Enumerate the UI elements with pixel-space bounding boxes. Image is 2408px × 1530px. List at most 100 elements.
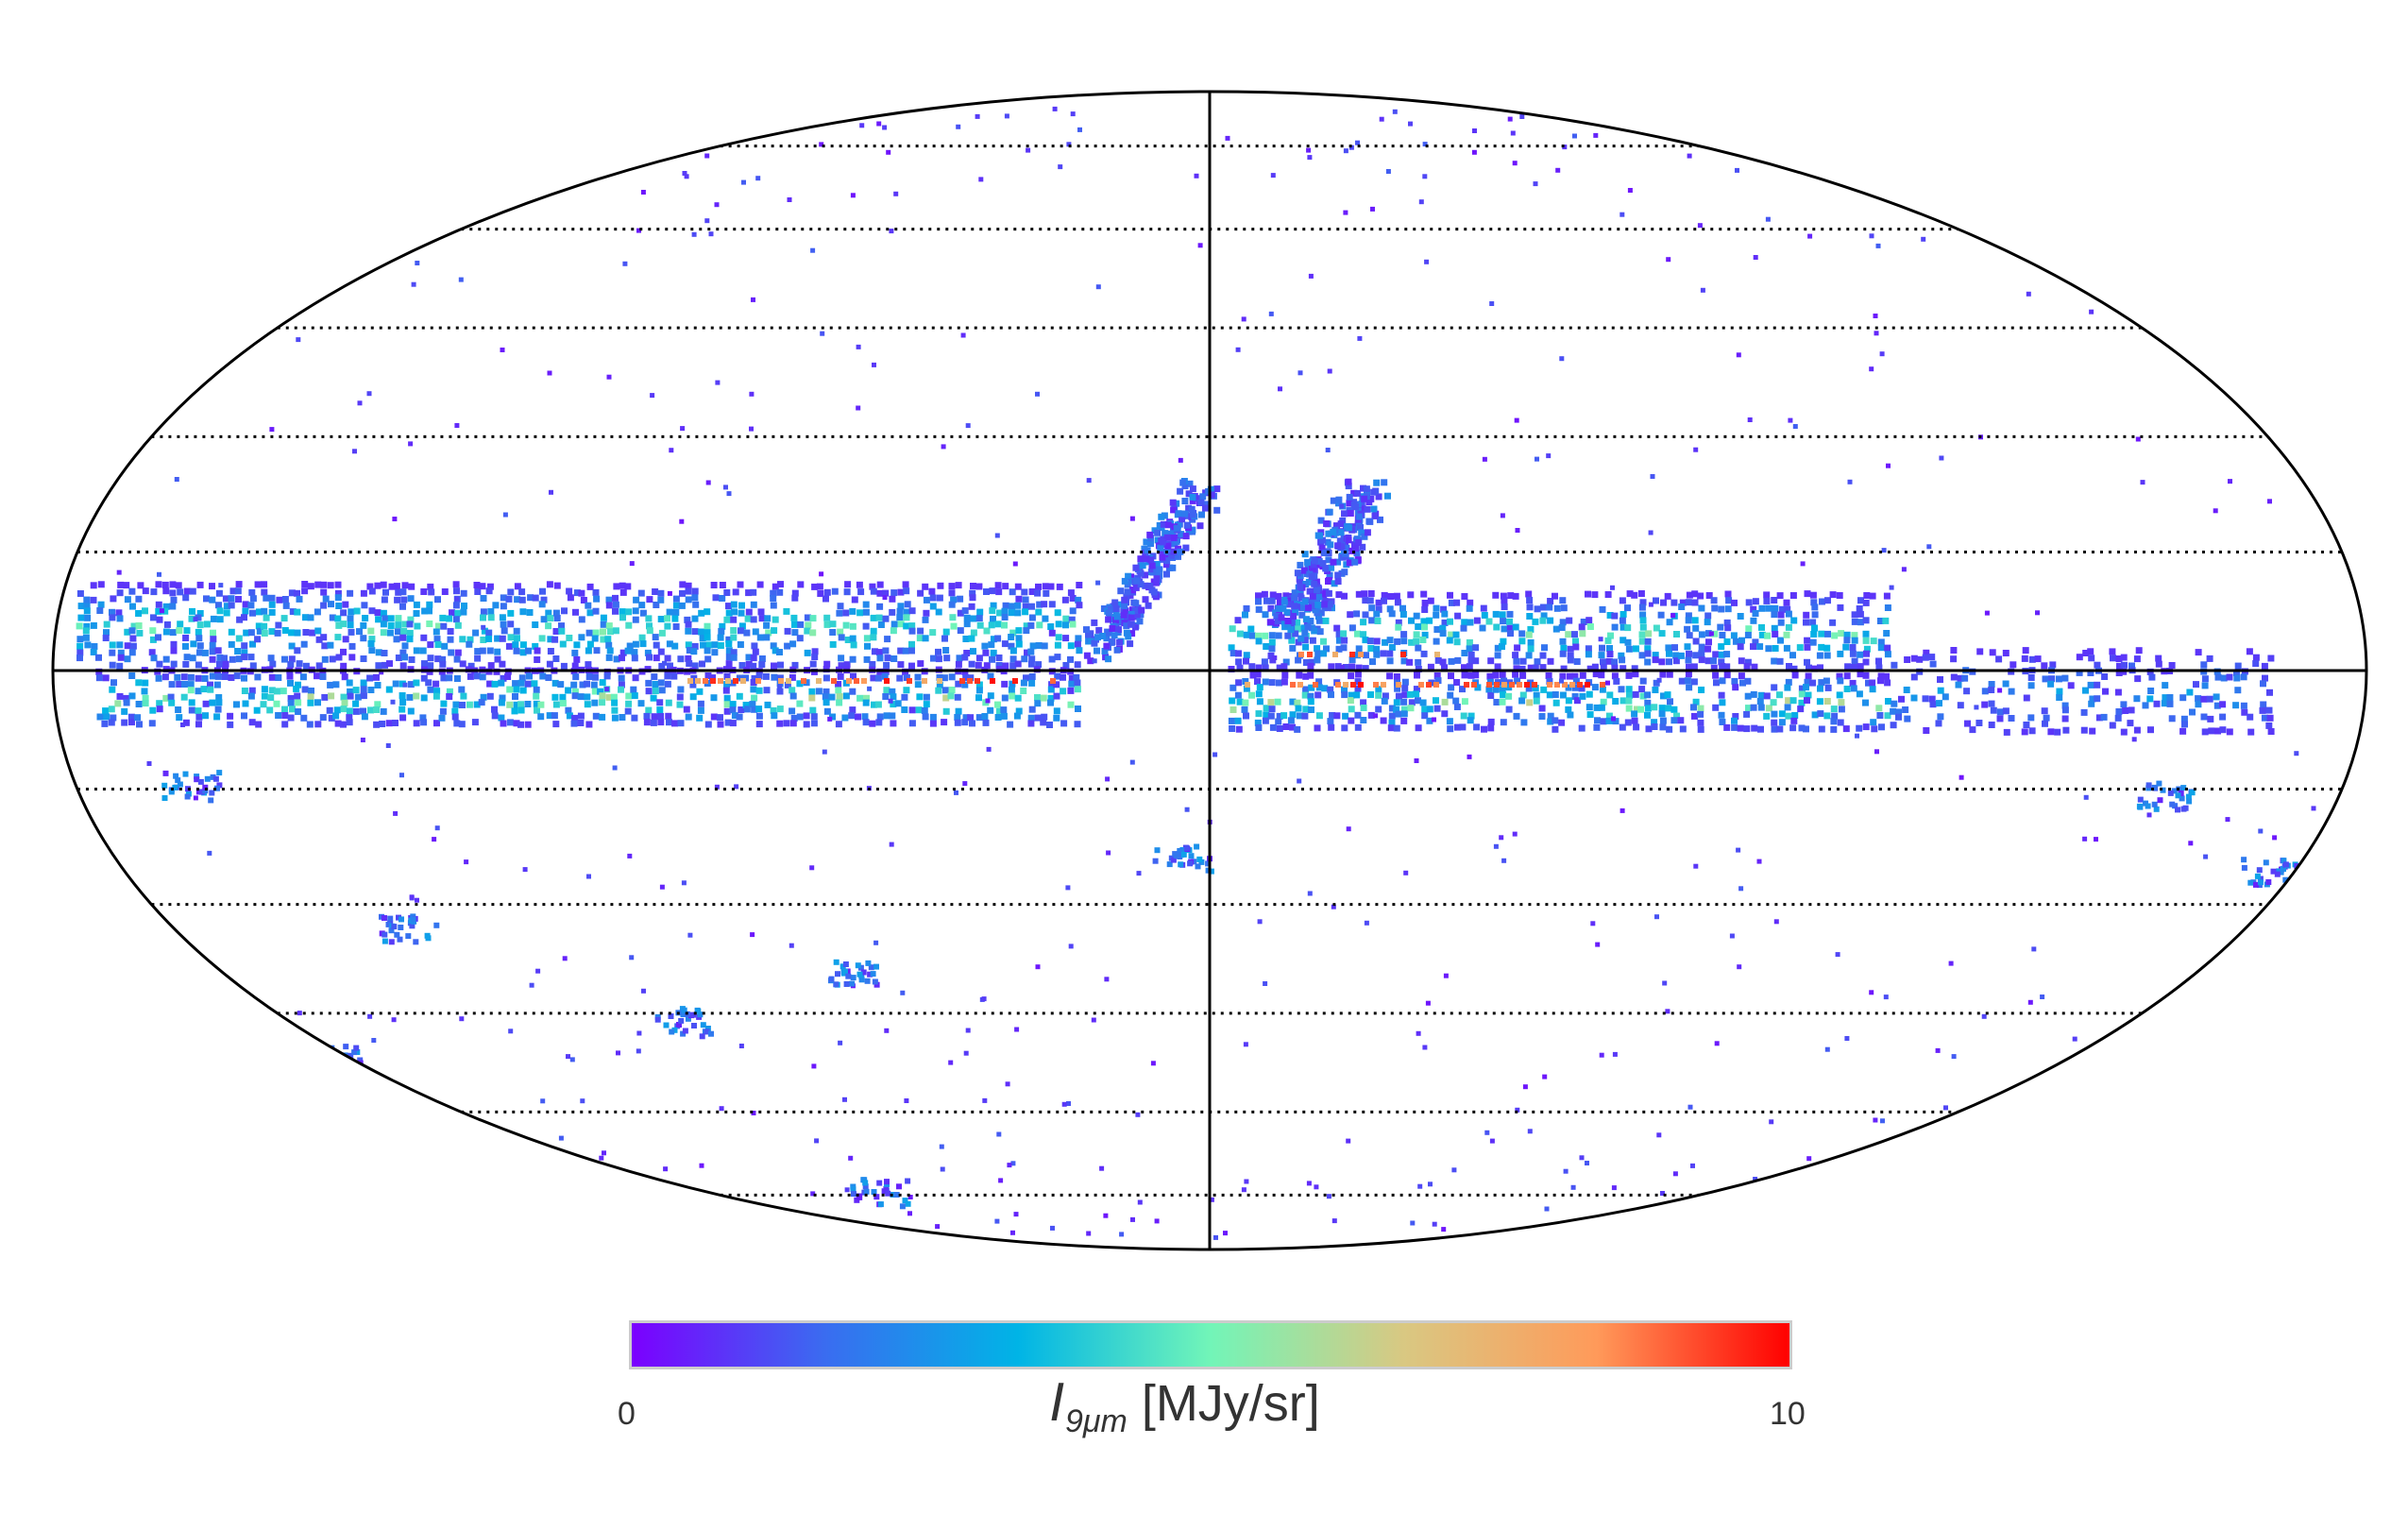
emission-pixel xyxy=(1375,605,1382,613)
emission-pixel xyxy=(755,678,761,684)
emission-pixel xyxy=(1804,643,1811,651)
emission-pixel xyxy=(545,674,552,681)
emission-pixel xyxy=(664,680,671,688)
emission-pixel xyxy=(1343,682,1348,688)
emission-pixel xyxy=(1666,671,1673,678)
emission-pixel xyxy=(512,641,519,649)
emission-pixel xyxy=(2061,706,2069,714)
emission-pixel xyxy=(1527,1129,1533,1134)
emission-pixel xyxy=(640,190,646,195)
emission-pixel xyxy=(408,583,415,590)
emission-pixel xyxy=(452,581,460,588)
emission-pixel xyxy=(552,628,560,635)
emission-pixel xyxy=(82,634,90,641)
emission-pixel xyxy=(328,601,334,608)
emission-pixel xyxy=(961,719,969,726)
emission-pixel xyxy=(836,693,843,700)
emission-pixel xyxy=(717,634,724,641)
emission-pixel xyxy=(1333,522,1340,530)
emission-pixel xyxy=(103,620,110,628)
emission-pixel xyxy=(653,654,660,662)
emission-pixel xyxy=(842,1096,847,1102)
emission-pixel xyxy=(580,597,587,604)
emission-pixel xyxy=(1747,417,1753,422)
emission-pixel xyxy=(1015,640,1023,648)
emission-pixel xyxy=(367,687,375,693)
emission-pixel xyxy=(1723,672,1731,679)
emission-pixel xyxy=(672,609,680,616)
emission-pixel xyxy=(1926,544,1932,550)
emission-pixel xyxy=(406,629,414,637)
emission-pixel xyxy=(975,654,983,662)
emission-pixel xyxy=(1335,500,1342,507)
emission-pixel xyxy=(2266,714,2274,722)
emission-pixel xyxy=(1539,604,1547,611)
emission-pixel xyxy=(1686,591,1693,599)
emission-pixel xyxy=(585,673,593,680)
emission-pixel xyxy=(340,693,348,701)
emission-pixel xyxy=(856,405,861,411)
emission-pixel xyxy=(235,581,243,588)
emission-pixel xyxy=(2041,662,2048,670)
emission-pixel xyxy=(195,674,202,682)
emission-pixel xyxy=(704,1028,710,1035)
emission-pixel xyxy=(426,601,433,608)
emission-pixel xyxy=(1712,704,1720,711)
emission-pixel xyxy=(261,622,268,630)
emission-pixel xyxy=(890,655,898,662)
emission-pixel xyxy=(1304,623,1312,631)
emission-pixel xyxy=(902,1198,908,1204)
emission-pixel xyxy=(1997,688,2003,693)
emission-pixel xyxy=(1461,619,1468,626)
emission-pixel xyxy=(874,674,882,682)
emission-pixel xyxy=(1624,604,1631,612)
emission-pixel xyxy=(1619,697,1627,705)
emission-pixel xyxy=(1428,1182,1433,1187)
emission-pixel xyxy=(1804,637,1811,644)
emission-pixel xyxy=(487,614,495,621)
emission-pixel xyxy=(1243,631,1250,638)
emission-pixel xyxy=(1353,610,1361,618)
emission-pixel xyxy=(1618,652,1625,659)
emission-pixel xyxy=(1501,682,1507,688)
emission-pixel xyxy=(1297,577,1304,585)
emission-pixel xyxy=(1228,644,1235,652)
emission-pixel xyxy=(395,615,402,622)
emission-pixel xyxy=(1244,1179,1249,1184)
emission-pixel xyxy=(334,720,342,727)
emission-pixel xyxy=(161,782,168,789)
emission-pixel xyxy=(1586,690,1593,698)
emission-pixel xyxy=(340,706,348,713)
emission-pixel xyxy=(1334,542,1342,550)
emission-pixel xyxy=(1466,663,1473,671)
emission-pixel xyxy=(975,615,983,622)
emission-pixel xyxy=(1837,650,1844,657)
emission-pixel xyxy=(1481,612,1488,619)
emission-pixel xyxy=(1737,724,1744,732)
emission-pixel xyxy=(843,981,850,987)
emission-pixel xyxy=(329,655,336,663)
emission-pixel xyxy=(2189,708,2196,716)
emission-pixel xyxy=(897,603,905,610)
emission-pixel xyxy=(749,701,756,708)
emission-pixel xyxy=(1027,720,1035,727)
emission-pixel xyxy=(109,614,116,621)
emission-pixel xyxy=(181,681,188,688)
emission-pixel xyxy=(452,701,460,708)
emission-pixel xyxy=(414,622,421,630)
emission-pixel xyxy=(903,587,910,595)
emission-pixel xyxy=(2208,727,2215,735)
emission-pixel xyxy=(738,1044,744,1048)
emission-pixel xyxy=(1261,658,1268,666)
emission-pixel xyxy=(1473,617,1481,624)
emission-pixel xyxy=(387,622,395,629)
emission-pixel xyxy=(873,1194,880,1200)
emission-pixel xyxy=(228,674,235,681)
emission-pixel xyxy=(1886,463,1891,468)
emission-pixel xyxy=(187,673,195,681)
emission-pixel xyxy=(1401,685,1409,692)
emission-pixel xyxy=(1447,725,1454,733)
emission-pixel xyxy=(413,720,420,727)
emission-pixel xyxy=(339,1062,346,1068)
emission-pixel xyxy=(2047,728,2055,736)
